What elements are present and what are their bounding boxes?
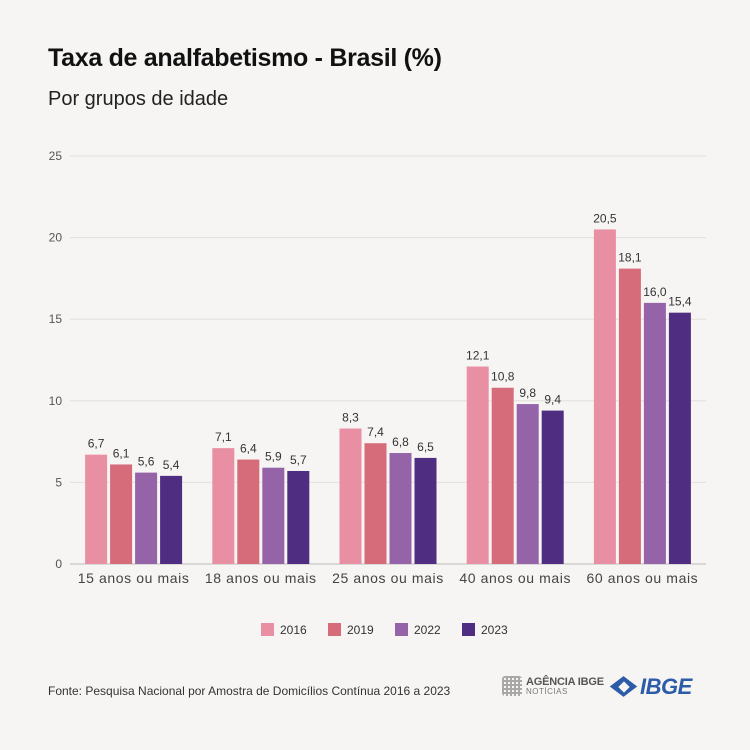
bar-chart: 0 5 10 15 20 25 6,7 6,1 5,6 5,4 7,1 6,4 5,9 5,7 8,3 7,… xyxy=(49,149,706,637)
legend-swatch-2022 xyxy=(395,623,408,636)
category-label: 60 anos ou mais xyxy=(587,570,699,586)
source-note: Fonte: Pesquisa Nacional por Amostra de … xyxy=(48,684,451,698)
data-label: 9,8 xyxy=(519,386,536,400)
data-label: 15,4 xyxy=(668,295,692,309)
bar-2016 xyxy=(85,454,108,564)
legend: 2016 2019 2022 2023 xyxy=(261,623,508,637)
agencia-ibge-logo: AGÊNCIA IBGE NOTÍCIAS xyxy=(502,676,604,696)
bar-2019 xyxy=(618,268,641,564)
bar-2023 xyxy=(541,410,564,564)
y-tick-label: 20 xyxy=(49,231,63,245)
bar-2019 xyxy=(110,464,133,564)
data-label: 6,1 xyxy=(113,446,130,460)
bar-2016 xyxy=(339,428,362,564)
bar-2023 xyxy=(287,470,310,564)
bar-2016 xyxy=(466,366,489,564)
bar-2019 xyxy=(364,443,387,564)
data-label: 6,4 xyxy=(240,442,257,456)
agencia-logo-text: AGÊNCIA IBGE xyxy=(526,675,604,688)
data-label: 18,1 xyxy=(618,251,642,265)
bar-2023 xyxy=(668,312,691,564)
data-label: 12,1 xyxy=(466,349,490,363)
category-label: 18 anos ou mais xyxy=(205,570,317,586)
y-tick-label: 25 xyxy=(49,149,63,163)
legend-label: 2019 xyxy=(347,623,374,637)
bar-2022 xyxy=(135,472,158,564)
bar-2023 xyxy=(414,457,437,564)
data-label: 7,1 xyxy=(215,430,232,444)
ibge-logo-text: IBGE xyxy=(640,674,692,699)
bar-2022 xyxy=(389,453,412,564)
chart-subtitle: Por grupos de idade xyxy=(48,88,229,110)
y-tick-label: 5 xyxy=(55,475,62,489)
category-label: 25 anos ou mais xyxy=(332,570,444,586)
legend-swatch-2019 xyxy=(328,623,341,636)
data-label: 7,4 xyxy=(367,425,384,439)
bar-2022 xyxy=(516,404,539,564)
legend-label: 2022 xyxy=(414,623,441,637)
bar-2019 xyxy=(237,459,260,564)
bar-2023 xyxy=(160,475,183,564)
data-label: 5,4 xyxy=(163,458,180,472)
chart-title: Taxa de analfabetismo - Brasil (%) xyxy=(48,44,442,72)
ibge-logo: IBGE xyxy=(612,674,692,700)
y-tick-label: 10 xyxy=(49,394,63,408)
legend-label: 2016 xyxy=(280,623,307,637)
data-label: 5,6 xyxy=(138,455,155,469)
data-label: 10,8 xyxy=(491,370,515,384)
data-label: 5,9 xyxy=(265,450,282,464)
data-label: 20,5 xyxy=(593,211,617,225)
agencia-logo-subtext: NOTÍCIAS xyxy=(526,686,568,696)
data-label: 6,8 xyxy=(392,435,409,449)
legend-swatch-2016 xyxy=(261,623,274,636)
data-label: 6,7 xyxy=(88,437,105,451)
bar-2019 xyxy=(491,387,514,564)
data-label: 5,7 xyxy=(290,453,307,467)
category-label: 40 anos ou mais xyxy=(459,570,571,586)
legend-label: 2023 xyxy=(481,623,508,637)
data-label: 8,3 xyxy=(342,411,359,425)
category-label: 15 anos ou mais xyxy=(78,570,190,586)
bar-2022 xyxy=(643,302,666,564)
data-label: 6,5 xyxy=(417,440,434,454)
y-tick-label: 0 xyxy=(55,557,62,571)
bars: 6,7 6,1 5,6 5,4 7,1 6,4 5,9 5,7 8,3 7,4 6,8 6,5 12,1… xyxy=(85,211,692,564)
x-axis: 15 anos ou mais 18 anos ou mais 25 anos ou… xyxy=(78,570,699,586)
bar-2022 xyxy=(262,467,285,564)
data-label: 16,0 xyxy=(643,285,667,299)
bar-2016 xyxy=(593,229,616,564)
legend-swatch-2023 xyxy=(462,623,475,636)
agencia-mark-icon xyxy=(502,676,522,696)
ibge-mark-icon xyxy=(612,676,636,698)
data-label: 9,4 xyxy=(544,393,561,407)
y-tick-label: 15 xyxy=(49,312,63,326)
bar-2016 xyxy=(212,448,235,564)
